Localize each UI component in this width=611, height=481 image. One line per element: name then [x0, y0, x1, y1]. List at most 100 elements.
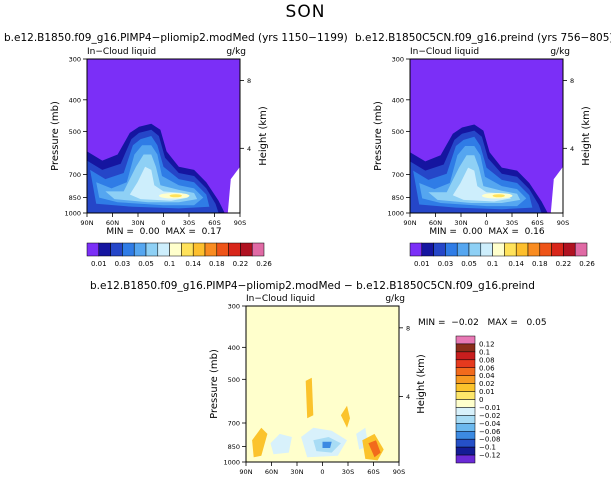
colorbar-swatch — [563, 242, 576, 257]
y-tick-label: 500 — [69, 128, 81, 136]
x-tick-label: 60N — [106, 219, 119, 227]
core-peak — [169, 194, 182, 198]
panel-right-ylabel-right: Height (km) — [581, 106, 592, 166]
panel-right-units: g/kg — [550, 47, 570, 57]
y-tick-label: 400 — [69, 96, 81, 104]
panel-left-field — [87, 59, 240, 213]
y-right-tick-label: 8 — [247, 77, 251, 85]
y-right-tick-label: 4 — [570, 145, 574, 153]
x-tick-label: 0 — [484, 219, 488, 227]
x-tick-label: 30N — [454, 219, 467, 227]
colorbar-label: 0.05 — [138, 260, 154, 268]
colorbar-label: 0.12 — [479, 340, 495, 348]
colorbar-label: 0.18 — [532, 260, 548, 268]
x-tick-label: 30S — [183, 219, 195, 227]
diff-contour-3 — [301, 427, 347, 458]
colorbar-swatch — [515, 242, 529, 257]
colorbar-swatch — [86, 242, 100, 257]
colorbar-label: 0.14 — [185, 260, 201, 268]
diff-contour-9 — [368, 440, 381, 458]
colorbar-swatch — [455, 446, 476, 456]
diff-contour-6 — [340, 405, 350, 428]
contour-level-2 — [413, 136, 533, 210]
colorbar-swatch — [421, 242, 434, 257]
y-tick-label: 700 — [392, 171, 404, 179]
colorbar-swatch — [455, 351, 476, 361]
colorbar-swatch — [455, 423, 476, 432]
y-tick-label: 500 — [392, 128, 404, 136]
colorbar-swatch — [455, 343, 476, 353]
colorbar-swatch — [527, 242, 541, 257]
colorbar-swatch — [455, 438, 476, 448]
x-tick-label: 90S — [234, 219, 246, 227]
colorbar-swatch — [122, 242, 135, 257]
colorbar-label: 0.01 — [479, 388, 495, 396]
figure-title: SON — [285, 2, 326, 22]
panel-right-subtitle: In−Cloud liquid — [410, 47, 479, 57]
panel-diff-units: g/kg — [385, 294, 405, 304]
colorbar-swatch — [110, 242, 123, 257]
colorbar-swatch — [455, 407, 476, 416]
x-tick-label: 30S — [342, 468, 354, 476]
diff-contour-5 — [322, 441, 332, 448]
panel-left-frame — [86, 58, 241, 214]
colorbar-swatch — [455, 431, 476, 440]
colorbar-right: 0.01 0.03 0.05 0.1 0.14 0.18 0.22 0.26 — [409, 242, 595, 268]
x-tick-label: 90N — [239, 468, 252, 476]
panel-diff-minmax: MIN = −0.02 MAX = 0.05 — [418, 318, 547, 328]
colorbar-swatch — [433, 242, 446, 257]
x-tick-label: 30S — [506, 219, 518, 227]
y-tick-label: 1000 — [223, 459, 240, 467]
colorbar-swatch — [455, 359, 476, 368]
panel-diff-frame — [245, 305, 400, 463]
diff-contour-1 — [252, 427, 268, 458]
colorbar-label: 0.26 — [256, 260, 272, 268]
colorbar-label: 0.06 — [479, 364, 495, 372]
colorbar-swatch — [409, 242, 423, 257]
colorbar-swatch — [228, 242, 241, 257]
colorbar-label: −0.08 — [479, 436, 500, 444]
y-tick-label: 850 — [392, 194, 404, 202]
panel-left-units: g/kg — [226, 47, 246, 57]
panel-left-minmax: MIN = 0.00 MAX = 0.17 — [106, 227, 221, 237]
colorbar-swatch — [169, 242, 182, 257]
y-right-tick-label: 8 — [406, 324, 410, 332]
panel-right-ylabel: Pressure (mb) — [373, 101, 384, 171]
colorbar-label: −0.01 — [479, 404, 500, 412]
colorbar-label: 0.02 — [479, 380, 495, 388]
diff-contour-2 — [270, 433, 292, 455]
contour-level-4 — [105, 154, 198, 203]
colorbar-swatch — [455, 383, 476, 392]
colorbar-left: 0.01 0.03 0.05 0.1 0.14 0.18 0.22 0.26 — [86, 242, 272, 268]
colorbar-swatch — [445, 242, 458, 257]
x-tick-label: 90S — [557, 219, 569, 227]
colorbar-swatch — [551, 242, 564, 257]
diff-contour-4 — [313, 437, 341, 453]
x-tick-label: 0 — [161, 219, 165, 227]
core-max — [158, 192, 190, 199]
colorbar-swatch — [480, 242, 493, 257]
y-tick-label: 400 — [228, 344, 240, 352]
contour-level-1 — [87, 129, 219, 213]
colorbar-swatch — [455, 335, 476, 345]
field-background — [87, 59, 240, 213]
colorbar-swatch — [145, 242, 159, 257]
panel-left-title: b.e12.B1850.f09_g16.PIMP4−pliomip2.modMe… — [4, 32, 348, 44]
core-max — [481, 192, 513, 199]
colorbar-swatch — [455, 375, 476, 384]
colorbar-label: −0.12 — [479, 452, 500, 460]
contour-level-0 — [410, 124, 548, 213]
core-peak — [492, 194, 505, 198]
x-tick-label: 0 — [320, 468, 324, 476]
colorbar-label: 0.18 — [209, 260, 225, 268]
colorbar-swatch — [157, 242, 170, 257]
colorbar-label: −0.1 — [479, 444, 496, 452]
colorbar-label: 0.14 — [508, 260, 524, 268]
y-tick-label: 500 — [228, 376, 240, 384]
colorbar-label: 0.22 — [233, 260, 249, 268]
x-tick-label: 30N — [290, 468, 303, 476]
surface-mask — [227, 166, 240, 213]
x-tick-label: 90N — [403, 219, 416, 227]
